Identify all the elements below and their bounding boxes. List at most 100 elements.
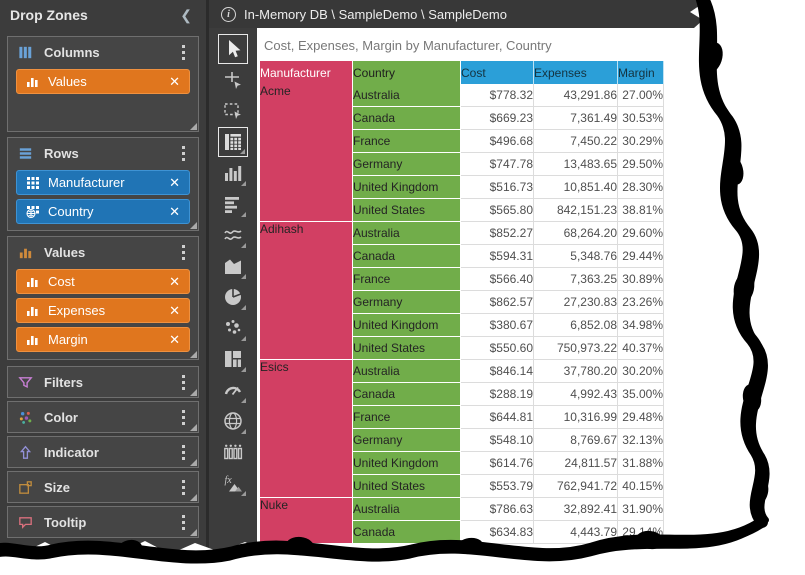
section-resize-grip[interactable] — [190, 494, 197, 501]
section-label: Columns — [44, 44, 100, 60]
column-header-expenses[interactable]: Expenses — [534, 61, 618, 84]
margin-cell: 28.30% — [618, 176, 664, 199]
collapse-panel-icon[interactable]: ❮ — [180, 6, 192, 23]
column-header-cost[interactable]: Cost — [461, 61, 534, 84]
cost-cell: $566.40 — [461, 268, 534, 291]
expenses-cell: 4,992.43 — [534, 383, 618, 406]
pill-margin[interactable]: Margin ✕ — [16, 327, 190, 352]
tool-pivot-grid[interactable] — [218, 127, 248, 157]
drop-zones-panel: Drop Zones ❮ Columns Values ✕ Rows Manufactu… — [0, 0, 206, 575]
pie-chart-icon — [222, 286, 244, 308]
tool-map[interactable] — [218, 406, 248, 436]
cost-cell: $747.78 — [461, 153, 534, 176]
section-resize-grip[interactable] — [190, 351, 197, 358]
section-menu-icon[interactable] — [178, 143, 189, 164]
margin-cell: 31.88% — [618, 452, 664, 475]
cost-cell: $634.83 — [461, 521, 534, 544]
section-label: Color — [44, 409, 78, 425]
tool-column-chart[interactable] — [218, 158, 248, 188]
country-cell: United Kingdom — [353, 314, 461, 337]
tool-pie-chart[interactable] — [218, 282, 248, 312]
panel-divider — [206, 0, 209, 575]
column-header-manufacturer[interactable]: Manufacturer — [260, 61, 353, 84]
remove-pill-icon[interactable]: ✕ — [169, 273, 180, 289]
column-header-margin[interactable]: Margin — [618, 61, 664, 84]
cost-cell: $594.31 — [461, 245, 534, 268]
cost-cell: $288.19 — [461, 383, 534, 406]
tool-marquee-select[interactable] — [218, 96, 248, 126]
pill-label: Country — [48, 204, 94, 219]
pill-label: Cost — [48, 274, 75, 289]
remove-pill-icon[interactable]: ✕ — [169, 73, 180, 89]
bar-chart-icon — [222, 193, 244, 215]
cost-cell: $548.10 — [461, 429, 534, 452]
tool-bar-chart[interactable] — [218, 189, 248, 219]
margin-cell: 38.81% — [618, 199, 664, 222]
country-cell: United States — [353, 475, 461, 498]
main-area: i In-Memory DB \ SampleDemo \ SampleDemo… — [206, 0, 805, 575]
section-resize-grip[interactable] — [190, 389, 197, 396]
section-resize-grip[interactable] — [190, 529, 197, 536]
manufacturer-cell: Esics — [260, 360, 353, 498]
margin-cell: 29.60% — [618, 222, 664, 245]
tool-pointer[interactable] — [218, 34, 248, 64]
remove-pill-icon[interactable]: ✕ — [169, 174, 180, 190]
section-header-columns: Columns — [8, 37, 198, 67]
section-menu-icon[interactable] — [178, 242, 189, 263]
remove-pill-icon[interactable]: ✕ — [169, 331, 180, 347]
crosshair-icon — [222, 69, 244, 91]
section-menu-icon[interactable] — [178, 512, 189, 533]
manufacturer-cell: Acme — [260, 84, 353, 222]
cost-cell: $550.60 — [461, 337, 534, 360]
filters-icon — [17, 374, 34, 391]
country-cell: United Kingdom — [353, 176, 461, 199]
tool-move[interactable] — [218, 65, 248, 95]
section-resize-grip[interactable] — [190, 222, 197, 229]
expenses-cell: 27,230.83 — [534, 291, 618, 314]
remove-pill-icon[interactable]: ✕ — [169, 203, 180, 219]
tool-treemap[interactable] — [218, 344, 248, 374]
section-resize-grip[interactable] — [190, 459, 197, 466]
expenses-cell: 7,363.25 — [534, 268, 618, 291]
section-label: Size — [44, 479, 71, 495]
expenses-cell: 5,348.76 — [534, 245, 618, 268]
section-resize-grip[interactable] — [190, 424, 197, 431]
country-cell: Canada — [353, 245, 461, 268]
section-resize-grip[interactable] — [190, 123, 197, 130]
section-header-values: Values — [8, 237, 198, 267]
linear-gauge-icon — [222, 441, 244, 463]
expenses-cell: 8,769.67 — [534, 429, 618, 452]
scatter-chart-icon — [222, 317, 244, 339]
section-menu-icon[interactable] — [178, 372, 189, 393]
size-icon — [17, 479, 34, 496]
bar-field-icon — [25, 303, 40, 318]
pill-manufacturer[interactable]: Manufacturer ✕ — [16, 170, 190, 195]
pill-cost[interactable]: Cost ✕ — [16, 269, 190, 294]
section-menu-icon[interactable] — [178, 42, 189, 63]
tool-custom-viz[interactable]: fx — [218, 468, 248, 498]
pill-country[interactable]: Country ✕ — [16, 199, 190, 224]
content-area: Cost, Expenses, Margin by Manufacturer, … — [257, 28, 805, 575]
area-chart-icon — [222, 255, 244, 277]
table-row: Germany $862.57 27,230.83 23.26% — [260, 291, 664, 314]
section-menu-icon[interactable] — [178, 477, 189, 498]
expenses-cell: 37,780.20 — [534, 360, 618, 383]
pill-values[interactable]: Values ✕ — [16, 69, 190, 94]
info-icon[interactable]: i — [221, 6, 236, 22]
section-menu-icon[interactable] — [178, 442, 189, 463]
values-icon — [17, 244, 34, 261]
pill-expenses[interactable]: Expenses ✕ — [16, 298, 190, 323]
tool-linear-gauge[interactable] — [218, 437, 248, 467]
country-cell: United Kingdom — [353, 452, 461, 475]
tool-gauge[interactable] — [218, 375, 248, 405]
tool-scatter-chart[interactable] — [218, 313, 248, 343]
section-menu-icon[interactable] — [178, 407, 189, 428]
remove-pill-icon[interactable]: ✕ — [169, 302, 180, 318]
tool-area-chart[interactable] — [218, 251, 248, 281]
tool-line-chart[interactable] — [218, 220, 248, 250]
column-header-country[interactable]: Country — [353, 61, 461, 84]
section-label: Indicator — [44, 444, 99, 460]
country-cell: Canada — [353, 107, 461, 130]
table-row: Nuke Australia $786.63 32,892.41 31.90% — [260, 498, 664, 544]
